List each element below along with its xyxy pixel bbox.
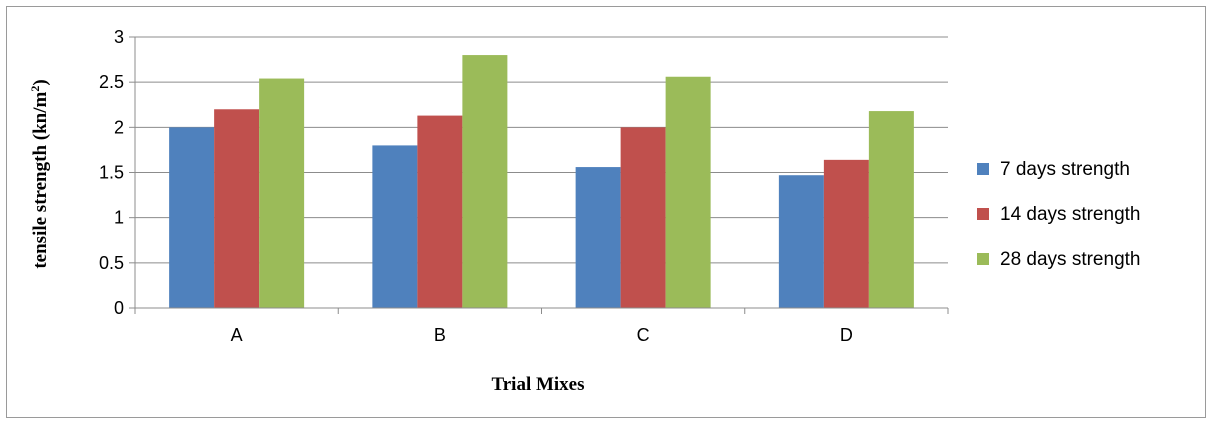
- legend-label: 28 days strength: [1000, 249, 1140, 270]
- bar-B-series-3: [462, 55, 508, 308]
- y-axis-title-sup: 2: [28, 86, 42, 92]
- bar-A-series-2: [214, 109, 260, 309]
- x-tick-label: A: [231, 325, 243, 345]
- legend-label: 14 days strength: [1000, 204, 1140, 225]
- x-tick-label: D: [840, 325, 853, 345]
- bar-D-series-2: [823, 159, 869, 308]
- bar-B-series-1: [372, 145, 418, 308]
- bar-C-series-1: [575, 167, 621, 308]
- x-tick-labels: A B C D: [231, 325, 853, 345]
- legend: 7 days strength 14 days strength 28 days s…: [977, 159, 1140, 270]
- axes: [129, 36, 949, 314]
- bar-A-series-1: [169, 127, 215, 308]
- y-tick-label: 2.5: [99, 72, 124, 92]
- bar-B-series-2: [417, 115, 463, 308]
- bar-C-series-3: [665, 76, 711, 308]
- y-axis-title-main: tensile strength (kn/m: [30, 91, 51, 268]
- y-tick-label: 3: [114, 27, 124, 47]
- y-tick-label: 1.5: [99, 163, 124, 183]
- bars: [169, 55, 914, 309]
- x-tick-label: C: [637, 325, 650, 345]
- legend-label: 7 days strength: [1000, 159, 1130, 180]
- legend-swatch: [977, 253, 989, 265]
- y-axis-title-end: ): [30, 79, 51, 85]
- x-axis-title: Trial Mixes: [491, 374, 584, 395]
- y-tick-label: 2: [114, 117, 124, 137]
- y-tick-label: 0: [114, 298, 124, 318]
- y-axis-title: tensile strength (kn/m2): [28, 79, 51, 268]
- bar-D-series-1: [778, 175, 824, 308]
- legend-swatch: [977, 208, 989, 220]
- bar-C-series-2: [620, 127, 666, 308]
- legend-swatch: [977, 163, 989, 175]
- y-tick-label: 1: [114, 208, 124, 228]
- bar-A-series-3: [259, 78, 305, 308]
- y-tick-labels: 0 0.5 1 1.5 2 2.5 3: [99, 27, 124, 318]
- x-tick-label: B: [434, 325, 446, 345]
- bar-D-series-3: [868, 111, 914, 308]
- y-tick-label: 0.5: [99, 253, 124, 273]
